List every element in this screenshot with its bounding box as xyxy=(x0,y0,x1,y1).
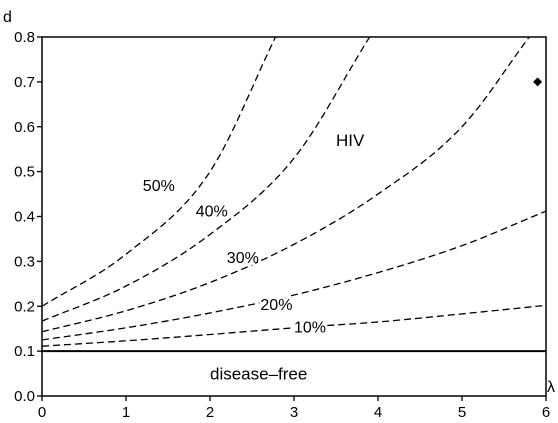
series-line-30pct xyxy=(41,36,530,333)
annotations: 50% 40% 30% 20%10% HIV disease–free xyxy=(141,131,365,384)
x-tick-label: 0 xyxy=(38,404,46,421)
y-tick-label: 0.7 xyxy=(14,74,35,91)
x-tick-label: 3 xyxy=(290,404,298,421)
x-tick-label: 6 xyxy=(542,404,550,421)
contour-label-background xyxy=(194,202,225,219)
series-line-20pct xyxy=(41,210,547,341)
plot-frame xyxy=(41,36,547,397)
y-tick-label: 0.2 xyxy=(14,298,35,315)
y-axis-label: d xyxy=(3,9,12,26)
y-tick-label: 0.3 xyxy=(14,253,35,270)
contour-label-background xyxy=(259,296,289,313)
region-label-disease-free: disease–free xyxy=(210,365,307,384)
x-tick-label: 1 xyxy=(122,404,130,421)
y-tick-label: 0.6 xyxy=(14,119,35,136)
y-tick-label: 0.5 xyxy=(14,164,35,181)
x-tick-label: 4 xyxy=(374,404,382,421)
data-marker-diamond xyxy=(533,77,543,87)
x-axis-label: λ xyxy=(547,379,555,396)
contour-label: 30% xyxy=(227,250,259,267)
series-line-10pct xyxy=(41,304,547,347)
y-ticks: 0.0 0.1 0.2 0.3 0.4 0.5 0.6 0.7 0.8 xyxy=(14,29,42,405)
x-ticks: 0 1 2 3 4 5 6 xyxy=(38,396,550,421)
contour-label-background xyxy=(293,318,323,335)
series-line-50pct xyxy=(41,36,277,307)
y-tick-label: 0.1 xyxy=(14,343,35,360)
series-layer xyxy=(41,36,547,347)
region-label-hiv: HIV xyxy=(336,131,365,150)
x-tick-label: 5 xyxy=(458,404,466,421)
x-tick-label: 2 xyxy=(206,404,214,421)
contour-label-background xyxy=(225,248,256,265)
contour-label: 10% xyxy=(294,319,326,336)
series-line-40pct xyxy=(41,36,371,322)
contour-label: 50% xyxy=(143,178,175,195)
contour-label: 20% xyxy=(260,297,292,314)
y-tick-label: 0.8 xyxy=(14,29,35,46)
contour-label-background xyxy=(141,177,172,194)
contour-label: 40% xyxy=(196,204,228,221)
y-tick-label: 0.4 xyxy=(14,209,35,226)
y-tick-label: 0.0 xyxy=(14,388,35,405)
